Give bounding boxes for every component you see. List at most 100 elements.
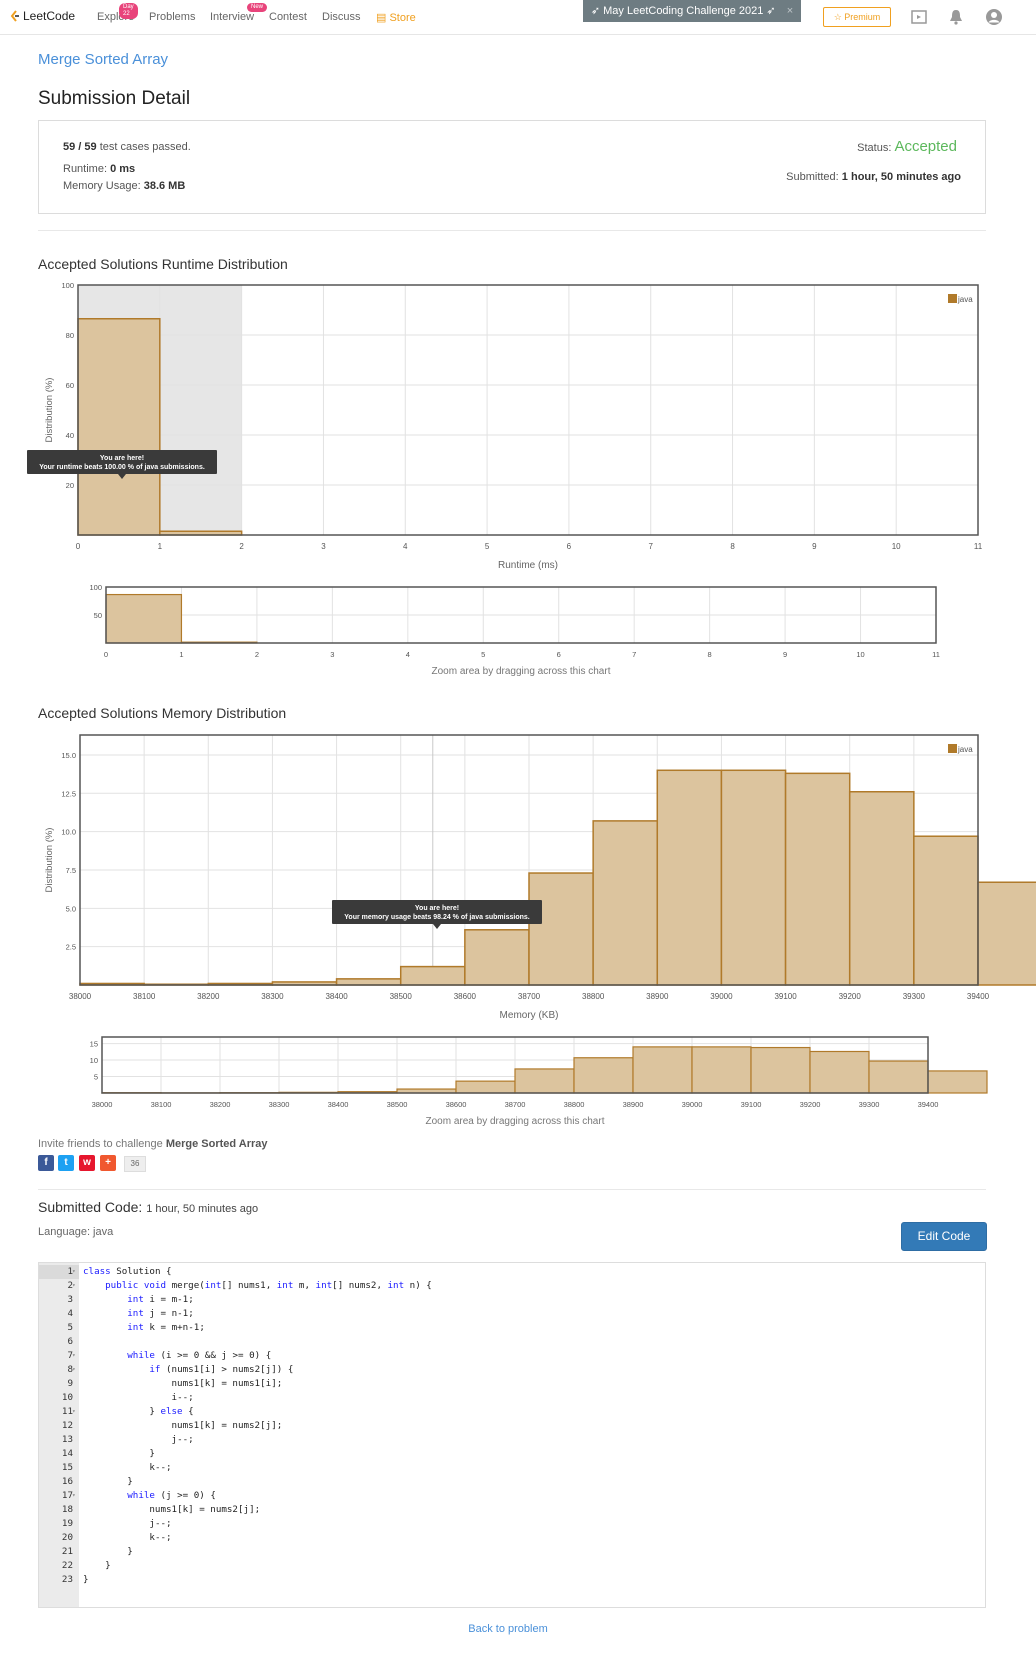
code-text: } <box>83 1560 111 1571</box>
y-tick-label: 80 <box>66 331 74 340</box>
leetcode-logo[interactable]: LeetCode <box>10 9 75 23</box>
nav-store[interactable]: ▤ Store <box>376 11 416 24</box>
x-tick-label: 39100 <box>741 1100 762 1109</box>
x-tick-label: 38400 <box>325 992 348 1001</box>
legend-label: java <box>957 295 973 304</box>
x-tick-label: 38100 <box>151 1100 172 1109</box>
submitted-code-time: 1 hour, 50 minutes ago <box>146 1203 259 1215</box>
code-viewer[interactable]: 1 ▾ class Solution {2 ▾ public void merge(i… <box>38 1262 986 1608</box>
fold-arrow-icon[interactable]: ▾ <box>72 1282 76 1289</box>
x-tick-label: 39200 <box>839 992 862 1001</box>
twitter-share-icon[interactable]: t <box>58 1155 74 1171</box>
divider <box>38 1189 986 1190</box>
histogram-bar <box>335 978 402 986</box>
active-line-highlight <box>39 1265 79 1279</box>
histogram-bar <box>977 881 1036 986</box>
line-number: 6 <box>67 1336 73 1347</box>
x-tick-label: 38300 <box>261 992 284 1001</box>
x-tick-label: 4 <box>406 650 410 659</box>
x-tick-label: 38700 <box>518 992 541 1001</box>
x-tick-label: 11 <box>974 542 983 551</box>
store-icon: ▤ <box>376 12 387 24</box>
runtime-zoom-chart[interactable]: 0 1 2 3 4 5 6 7 8 9 10 11 50 100 Zoom area by dragging… <box>0 585 1036 685</box>
code-text: int j = n-1; <box>127 1308 194 1319</box>
y-tick-label: 5 <box>94 1073 98 1082</box>
code-text: while (j >= 0) { <box>127 1490 216 1501</box>
histogram-bar <box>656 769 723 986</box>
rocket-icon: ➶ <box>590 5 601 17</box>
challenge-banner[interactable]: ➶ May LeetCoding Challenge 2021 ➶ × <box>583 0 801 22</box>
x-tick-label: 2 <box>239 542 244 551</box>
x-tick-label: 38600 <box>454 992 477 1001</box>
runtime-distribution-chart[interactable]: 0 1 2 3 4 5 6 7 8 9 10 11 20 40 60 80 100 Runtime (ms) Dis… <box>0 280 1036 570</box>
code-keyword: void <box>143 1280 167 1291</box>
x-tick-label: 3 <box>330 650 334 659</box>
fold-arrow-icon[interactable]: ▾ <box>72 1352 76 1359</box>
nav-discuss-label: Discuss <box>322 11 361 23</box>
runtime-summary: Runtime: 0 ms <box>63 163 135 175</box>
facebook-share-icon[interactable]: f <box>38 1155 54 1171</box>
x-tick-label: 38500 <box>387 1100 408 1109</box>
logo-text: LeetCode <box>23 9 76 23</box>
memory-distribution-chart[interactable]: 38000 38100 38200 38300 38400 38500 38600 38700… <box>0 730 1036 1020</box>
weibo-share-icon[interactable]: w <box>79 1155 95 1171</box>
playground-icon[interactable] <box>910 8 928 26</box>
x-tick-label: 39400 <box>918 1100 939 1109</box>
histogram-bar <box>77 318 161 536</box>
problem-title-link[interactable]: Merge Sorted Array <box>38 51 169 68</box>
legend-label: java <box>957 745 973 754</box>
line-number: 12 <box>61 1420 73 1431</box>
histogram-bar <box>784 772 851 986</box>
code-keyword: public <box>105 1280 139 1291</box>
x-tick-label: 39300 <box>903 992 926 1001</box>
fold-arrow-icon[interactable]: ▾ <box>72 1408 76 1415</box>
nav-interview-label: Interview <box>210 11 255 23</box>
x-tick-label: 10 <box>892 542 901 551</box>
nav-discuss[interactable]: Discuss <box>322 11 361 23</box>
x-tick-label: 38900 <box>623 1100 644 1109</box>
code-text: k--; <box>149 1462 172 1473</box>
x-tick-label: 2 <box>255 650 259 659</box>
avatar-icon[interactable] <box>985 8 1003 26</box>
nav-interview[interactable]: Interview New <box>210 3 268 23</box>
more-share-icon[interactable]: + <box>100 1155 116 1171</box>
nav-contest[interactable]: Contest <box>269 11 307 23</box>
bell-icon[interactable] <box>947 8 965 26</box>
nav-problems-label: Problems <box>149 11 196 23</box>
nav-explore[interactable]: Explore Day 22 <box>97 3 138 23</box>
star-icon: ☆ <box>833 12 842 22</box>
memory-zoom-chart[interactable]: 38000 38100 38200 38300 38400 38500 38600 38700… <box>0 1035 1036 1135</box>
histogram-bar <box>927 1070 988 1094</box>
histogram-bar <box>464 929 530 986</box>
divider <box>38 230 986 231</box>
code-keyword: int <box>315 1280 333 1291</box>
histogram-bar <box>105 593 183 644</box>
code-text: } <box>83 1546 133 1557</box>
fold-arrow-icon[interactable]: ▾ <box>72 1492 76 1499</box>
runtime-chart-title: Accepted Solutions Runtime Distribution <box>38 256 288 272</box>
line-number: 2 <box>67 1280 73 1291</box>
x-tick-label: 38800 <box>564 1100 585 1109</box>
code-text: } <box>83 1574 89 1585</box>
edit-code-button[interactable]: Edit Code <box>901 1222 987 1251</box>
close-icon[interactable]: × <box>786 5 794 17</box>
nav-problems[interactable]: Problems <box>149 11 195 23</box>
x-tick-label: 38200 <box>210 1100 231 1109</box>
x-tick-label: 39100 <box>774 992 797 1001</box>
fold-arrow-icon[interactable]: ▾ <box>72 1366 76 1373</box>
x-tick-label: 10 <box>856 650 864 659</box>
line-number: 16 <box>61 1476 73 1487</box>
back-to-problem-link[interactable]: Back to problem <box>468 1623 548 1635</box>
x-tick-label: 39200 <box>800 1100 821 1109</box>
line-number: 5 <box>67 1322 73 1333</box>
line-number: 11 <box>61 1406 73 1417</box>
invite-prefix: Invite friends to challenge <box>38 1138 163 1150</box>
code-text: nums1[k] = nums1[i]; <box>171 1378 283 1389</box>
x-tick-label: 0 <box>104 650 108 659</box>
fold-arrow-icon[interactable]: ▾ <box>72 1268 76 1275</box>
premium-button[interactable]: ☆ Premium <box>823 7 891 27</box>
line-number: 19 <box>61 1518 73 1529</box>
submitted-summary: Submitted: 1 hour, 50 minutes ago <box>786 171 961 183</box>
legend-swatch <box>948 744 957 753</box>
memory-value: 38.6 MB <box>143 180 186 192</box>
